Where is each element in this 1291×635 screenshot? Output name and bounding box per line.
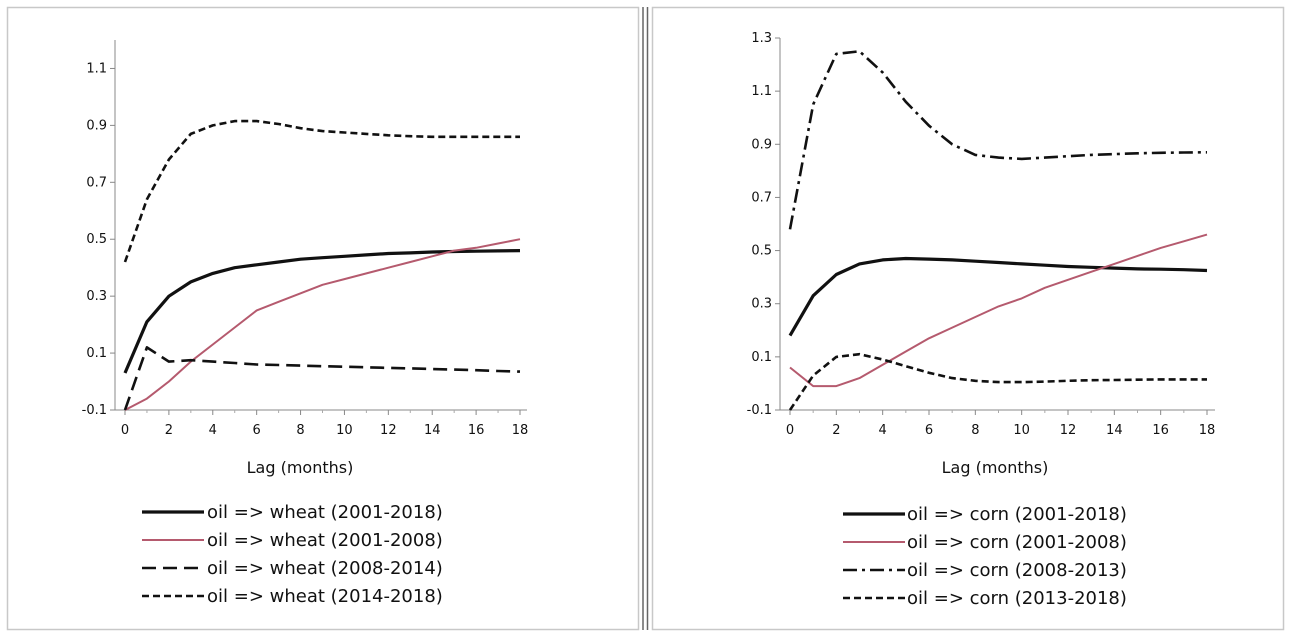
wheat-x-tick-label: 18 bbox=[512, 423, 529, 438]
wheat-x-axis-label: Lag (months) bbox=[247, 458, 354, 477]
wheat-y-tick-label: -0.1 bbox=[82, 403, 107, 418]
corn-x-tick-label: 16 bbox=[1152, 423, 1169, 438]
corn-series-line-1 bbox=[788, 256, 1208, 337]
corn-x-tick-label: 14 bbox=[1106, 423, 1123, 438]
corn-x-tick-label: 4 bbox=[879, 423, 887, 438]
wheat-x-tick-label: 4 bbox=[209, 423, 217, 438]
corn-x-axis-label: Lag (months) bbox=[942, 458, 1049, 477]
wheat-y-tick-label: 0.3 bbox=[86, 289, 107, 304]
wheat-x-tick-label: 10 bbox=[336, 423, 353, 438]
wheat-y-tick-label: 1.1 bbox=[86, 61, 107, 76]
corn-x-tick-label: 6 bbox=[925, 423, 933, 438]
corn-y-tick-label: 0.3 bbox=[751, 297, 772, 312]
corn-legend-label-3: oil => corn (2008-2013) bbox=[907, 560, 1127, 581]
wheat-x-tick-label: 2 bbox=[165, 423, 173, 438]
corn-series-line-2 bbox=[789, 233, 1208, 388]
wheat-x-tick-label: 16 bbox=[468, 423, 485, 438]
wheat-y-tick-label: 0.9 bbox=[86, 118, 107, 133]
corn-y-tick-label: 0.5 bbox=[751, 244, 772, 259]
wheat-x-tick-label: 6 bbox=[253, 423, 261, 438]
wheat-x-tick-label: 8 bbox=[296, 423, 304, 438]
wheat-y-tick-label: 0.7 bbox=[86, 175, 107, 190]
wheat-legend-label-4: oil => wheat (2014-2018) bbox=[207, 586, 443, 607]
corn-x-tick-label: 0 bbox=[786, 423, 794, 438]
wheat-series-line-2 bbox=[124, 238, 521, 411]
corn-chart: -0.1 0.1 0.3 0.5 0.7 0.9 1.1 1.3 0 2 4 6 8 10 12 14 16 18… bbox=[747, 31, 1216, 609]
wheat-y-tick-label: 0.5 bbox=[86, 232, 107, 247]
corn-x-tick-label: 12 bbox=[1060, 423, 1077, 438]
corn-y-tick-label: 1.3 bbox=[751, 31, 772, 46]
corn-x-tick-label: 2 bbox=[832, 423, 840, 438]
wheat-chart: -0.1 0.1 0.3 0.5 0.7 0.9 1.1 0 2 4 6 8 10 12 14 16 18 Lag… bbox=[82, 40, 529, 607]
corn-y-tick-label: 1.1 bbox=[751, 84, 772, 99]
corn-series-line-4 bbox=[788, 352, 1207, 411]
wheat-y-tick-label: 0.1 bbox=[86, 346, 107, 361]
corn-y-tick-label: 0.9 bbox=[751, 137, 772, 152]
corn-x-tick-label: 8 bbox=[971, 423, 979, 438]
wheat-legend-label-2: oil => wheat (2001-2008) bbox=[207, 530, 443, 551]
left-panel-border bbox=[6, 6, 640, 631]
wheat-x-tick-label: 0 bbox=[121, 423, 129, 438]
corn-y-tick-label: 0.7 bbox=[751, 190, 772, 205]
wheat-series-line-4 bbox=[123, 119, 520, 263]
wheat-legend-label-1: oil => wheat (2001-2018) bbox=[207, 502, 443, 523]
corn-x-tick-label: 10 bbox=[1013, 423, 1030, 438]
corn-x-tick-label: 18 bbox=[1199, 423, 1216, 438]
right-panel-border bbox=[651, 6, 1285, 631]
corn-y-tick-label: 0.1 bbox=[751, 350, 772, 365]
wheat-x-tick-label: 14 bbox=[424, 423, 441, 438]
wheat-x-tick-label: 12 bbox=[380, 423, 397, 438]
corn-legend-label-1: oil => corn (2001-2018) bbox=[907, 504, 1127, 525]
wheat-series-line-3 bbox=[123, 346, 521, 411]
corn-series-line-3 bbox=[788, 49, 1208, 230]
corn-y-tick-label: -0.1 bbox=[747, 403, 772, 418]
corn-legend-label-2: oil => corn (2001-2008) bbox=[907, 532, 1127, 553]
wheat-legend-label-3: oil => wheat (2008-2014) bbox=[207, 558, 443, 579]
corn-legend-label-4: oil => corn (2013-2018) bbox=[907, 588, 1127, 609]
